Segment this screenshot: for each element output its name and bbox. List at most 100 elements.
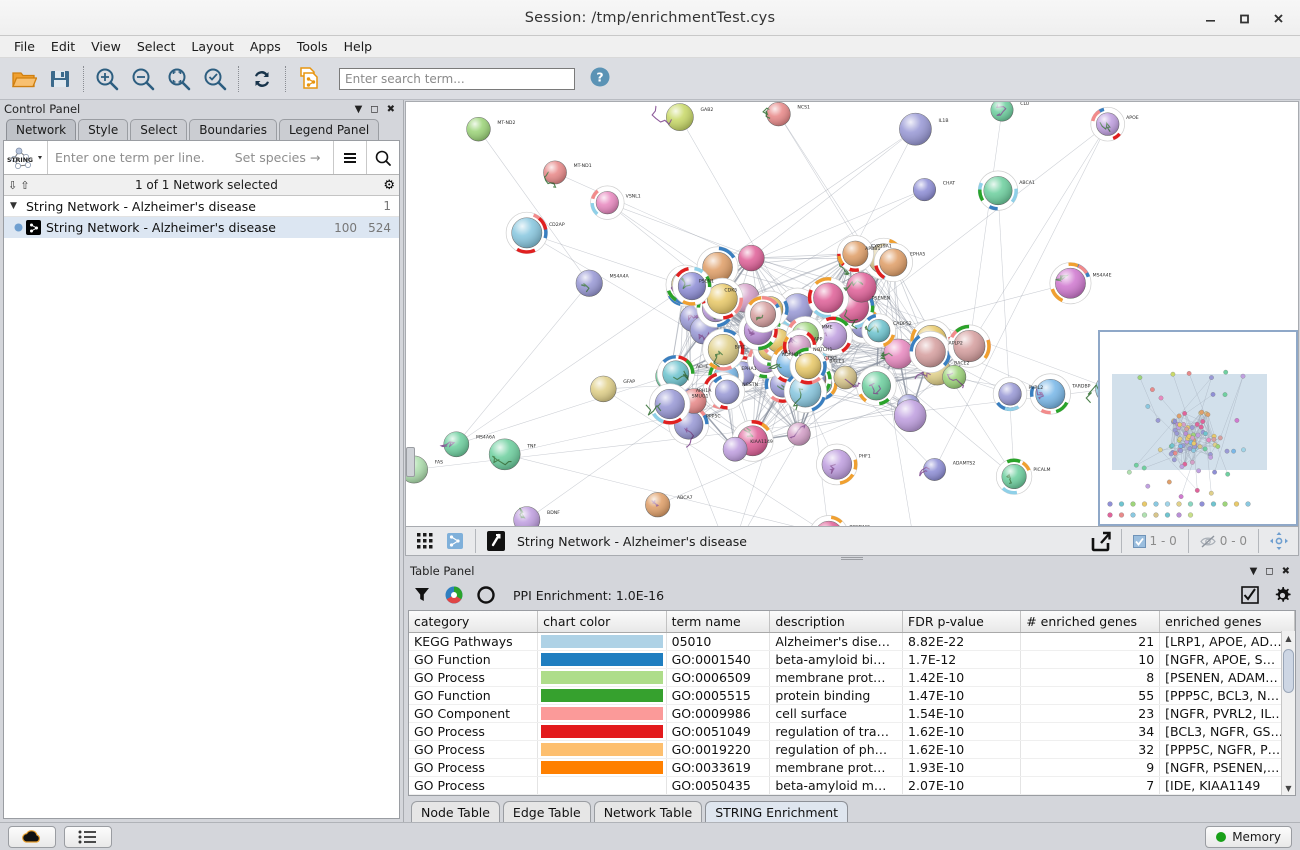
menu-apps[interactable]: Apps	[242, 37, 289, 56]
menu-layout[interactable]: Layout	[183, 37, 242, 56]
network-node[interactable]	[993, 377, 1027, 411]
help-icon[interactable]: ?	[589, 66, 611, 91]
menu-tools[interactable]: Tools	[289, 37, 336, 56]
network-node[interactable]	[763, 102, 790, 126]
network-view-handle[interactable]	[406, 447, 415, 477]
list-icon[interactable]	[64, 826, 112, 848]
column-header-description[interactable]: description	[770, 611, 903, 633]
close-button[interactable]	[1262, 4, 1294, 32]
column-header-fdr-pvalue[interactable]: FDR p-value	[903, 611, 1021, 633]
column-header-enriched-gene-count[interactable]: # enriched genes	[1021, 611, 1160, 633]
tab-select[interactable]: Select	[130, 119, 187, 140]
column-header-chart-color[interactable]: chart color	[538, 611, 667, 633]
network-node[interactable]	[1050, 263, 1091, 304]
tab-legend-panel[interactable]: Legend Panel	[279, 119, 379, 140]
tab-style[interactable]: Style	[78, 119, 128, 140]
string-search-icon[interactable]	[366, 141, 399, 174]
fit-network-icon[interactable]	[197, 61, 233, 97]
cloud-icon[interactable]	[8, 826, 56, 848]
table-row[interactable]: KEGG Pathways 05010 Alzheimer's dise… 8.82E…	[409, 633, 1295, 651]
open-folder-icon[interactable]	[6, 61, 42, 97]
tab-node-table[interactable]: Node Table	[411, 801, 500, 822]
network-node[interactable]	[910, 331, 951, 372]
tab-network[interactable]: Network	[6, 119, 76, 140]
network-node[interactable]	[1091, 107, 1125, 141]
network-node[interactable]	[514, 507, 540, 528]
network-node[interactable]	[996, 459, 1032, 495]
network-tree-item[interactable]: String Network - Alzheimer's disease 100…	[4, 217, 399, 238]
network-overview-panel[interactable]	[1098, 330, 1298, 526]
collapse-all-icon[interactable]: ⇩	[8, 179, 17, 192]
network-node[interactable]	[506, 212, 547, 253]
zoom-out-icon[interactable]	[125, 61, 161, 97]
tree-expand-arrow-icon[interactable]: ▼	[10, 201, 26, 211]
network-node[interactable]	[652, 104, 693, 131]
table-panel-close-icon[interactable]: ✖	[1282, 566, 1290, 577]
scrollbar-thumb[interactable]	[1283, 649, 1294, 693]
scroll-up-arrow-icon[interactable]: ▲	[1282, 631, 1295, 645]
control-panel-dropdown-icon[interactable]: ▼	[355, 104, 363, 115]
grid-layout-icon[interactable]	[410, 528, 440, 554]
table-row[interactable]: GO Function GO:0001540 beta-amyloid bi… 1.7…	[409, 651, 1295, 669]
string-term-input[interactable]: Enter one term per line. Set species →	[48, 141, 333, 174]
network-node[interactable]	[543, 161, 566, 187]
table-row[interactable]: GO Process GO:0019220 regulation of ph… 1.6…	[409, 741, 1295, 759]
detach-view-icon[interactable]	[481, 528, 511, 554]
table-checkbox-icon[interactable]	[1239, 584, 1261, 606]
network-node[interactable]	[710, 374, 745, 409]
network-node[interactable]	[590, 376, 616, 402]
table-row[interactable]: GO Component GO:0009986 cell surface 1.54E-…	[409, 705, 1295, 723]
string-logo-icon[interactable]: STRING	[4, 141, 48, 174]
minimize-button[interactable]	[1194, 4, 1226, 32]
selected-nodes-counter[interactable]: 1 - 0	[1127, 534, 1183, 548]
set-species-link[interactable]: Set species →	[235, 150, 321, 165]
hidden-nodes-counter[interactable]: 0 - 0	[1194, 534, 1253, 548]
zoom-in-icon[interactable]	[89, 61, 125, 97]
column-header-enriched-genes[interactable]: enriched genes	[1160, 611, 1295, 633]
network-node[interactable]	[809, 516, 848, 528]
tab-edge-table[interactable]: Edge Table	[503, 801, 591, 822]
network-node[interactable]	[899, 113, 931, 145]
network-share-icon[interactable]	[291, 61, 327, 97]
column-header-term-name[interactable]: term name	[666, 611, 770, 633]
network-tree-root[interactable]: ▼ String Network - Alzheimer's disease 1	[4, 196, 399, 217]
network-node[interactable]	[646, 384, 690, 425]
network-node[interactable]	[576, 270, 603, 297]
table-row[interactable]: GO Process GO:0033619 membrane prot… 1.93E-…	[409, 759, 1295, 777]
maximize-button[interactable]	[1228, 4, 1260, 32]
zoom-selected-icon[interactable]	[161, 61, 197, 97]
network-tree-icon[interactable]	[440, 528, 470, 554]
network-node[interactable]	[808, 277, 849, 318]
table-vertical-scrollbar[interactable]: ▲ ▼	[1281, 631, 1295, 795]
network-node[interactable]	[991, 102, 1013, 121]
table-row[interactable]: GO Function GO:0005515 protein binding 1.47…	[409, 687, 1295, 705]
network-node[interactable]	[978, 171, 1018, 211]
refresh-icon[interactable]	[244, 61, 280, 97]
network-node[interactable]	[441, 432, 469, 457]
column-header-category[interactable]: category	[409, 611, 538, 633]
network-view[interactable]: BIN1 BACE1 BACE2 ADAM10 NOTCH1 APH1A PPP5C CR1 P…	[405, 101, 1299, 527]
tab-string-enrichment[interactable]: STRING Enrichment	[705, 801, 848, 822]
network-node[interactable]	[862, 314, 896, 348]
network-node[interactable]	[745, 296, 781, 332]
network-node[interactable]	[723, 437, 747, 461]
network-node[interactable]	[913, 178, 935, 200]
network-node[interactable]	[816, 444, 857, 485]
table-panel-float-icon[interactable]: ◻	[1265, 566, 1273, 577]
donut-chart-icon[interactable]	[475, 584, 497, 606]
control-panel-close-icon[interactable]: ✖	[387, 104, 395, 115]
control-panel-float-icon[interactable]: ◻	[370, 104, 378, 115]
network-node[interactable]	[943, 365, 966, 388]
menu-view[interactable]: View	[83, 37, 129, 56]
export-network-icon[interactable]	[1086, 528, 1116, 554]
network-settings-gear-icon[interactable]: ⚙	[383, 178, 395, 193]
tab-network-table[interactable]: Network Table	[594, 801, 703, 822]
network-node[interactable]	[673, 267, 712, 306]
search-input[interactable]: Enter search term...	[339, 68, 575, 90]
table-row[interactable]: GO Process GO:0006509 membrane prot… 1.42E-…	[409, 669, 1295, 687]
table-row[interactable]: GO Process GO:0050435 beta-amyloid m… 2.07E…	[409, 777, 1295, 795]
settings-gear-icon[interactable]	[1271, 584, 1293, 606]
network-node[interactable]	[837, 235, 873, 271]
network-node[interactable]	[738, 245, 764, 271]
network-node[interactable]	[591, 186, 625, 220]
